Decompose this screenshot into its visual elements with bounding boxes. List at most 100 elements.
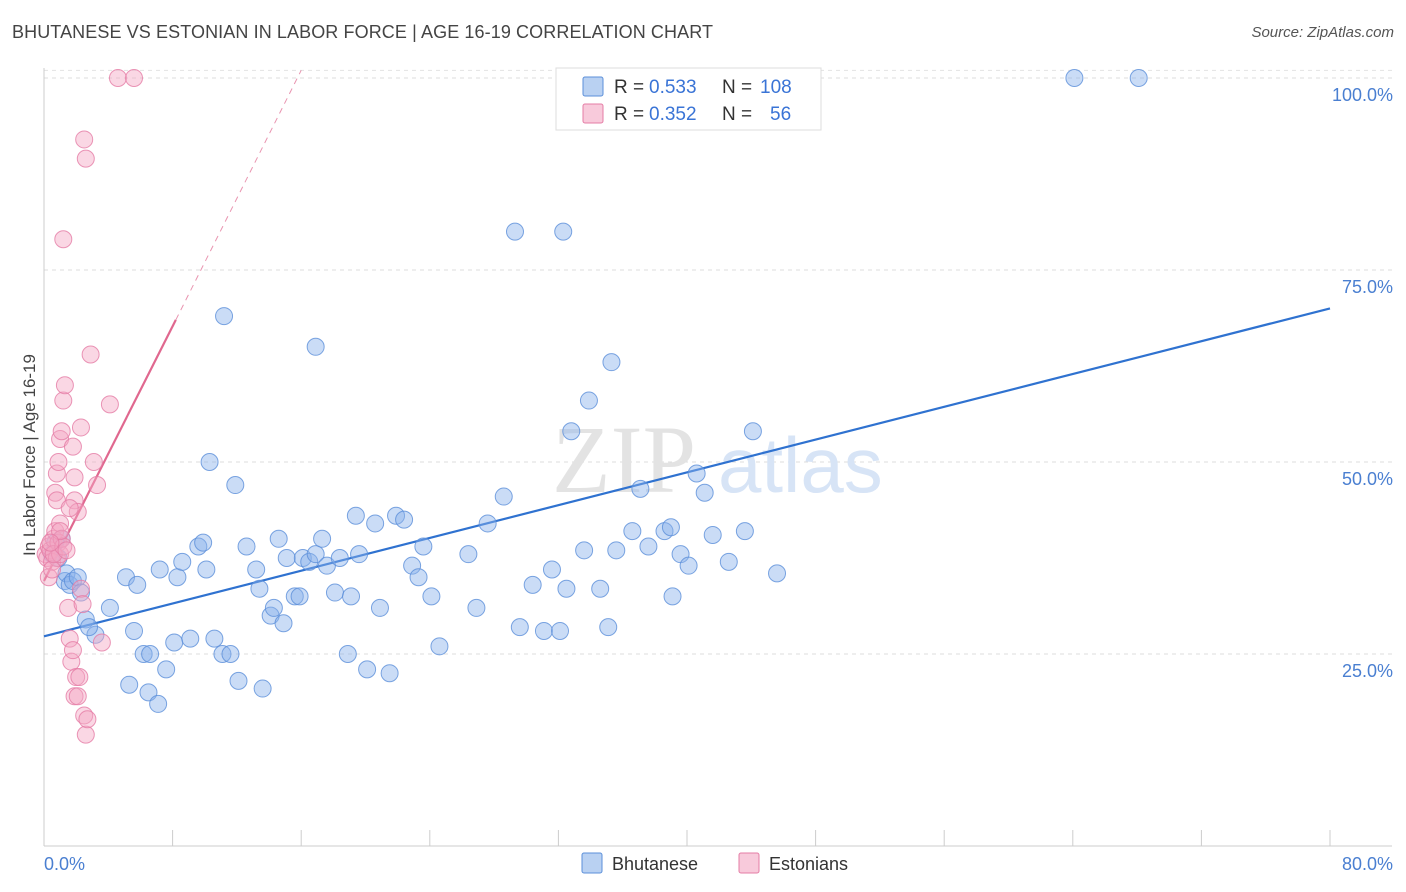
point-estonians-35 — [76, 725, 95, 744]
point-bhutanese-20 — [149, 694, 168, 713]
axes — [43, 68, 1392, 847]
point-estonians-21 — [52, 529, 71, 548]
point-bhutanese-81 — [591, 579, 610, 598]
x-tick-label-min: 0.0% — [44, 854, 85, 874]
point-bhutanese-72 — [478, 514, 497, 533]
point-estonians-27 — [63, 641, 82, 660]
point-bhutanese-91 — [687, 464, 706, 483]
point-estonians-41 — [100, 395, 119, 414]
point-bhutanese-92 — [695, 483, 714, 502]
legend-r-label-1: R = — [614, 104, 644, 125]
point-estonians-43 — [125, 69, 144, 87]
point-bhutanese-18 — [139, 683, 158, 702]
y-tick-label-1: 50.0% — [1342, 469, 1393, 489]
point-bhutanese-82 — [599, 618, 618, 637]
bottom-legend-swatch-estonians — [738, 852, 760, 874]
point-bhutanese-77 — [542, 560, 561, 579]
point-bhutanese-23 — [165, 633, 184, 652]
point-bhutanese-57 — [346, 506, 365, 525]
point-estonians-48 — [63, 437, 82, 456]
point-bhutanese-39 — [250, 579, 269, 598]
data-points — [36, 69, 1148, 744]
x-tick-label-max: 80.0% — [1342, 854, 1393, 874]
point-bhutanese-70 — [459, 545, 478, 564]
y-axis-label: In Labor Force | Age 16-19 — [20, 354, 39, 556]
point-bhutanese-15 — [125, 621, 144, 640]
legend-r-value-0: 0.533 — [649, 77, 697, 98]
point-bhutanese-5 — [57, 564, 76, 583]
point-bhutanese-84 — [623, 522, 642, 541]
point-bhutanese-46 — [285, 587, 304, 606]
point-estonians-14 — [47, 464, 66, 483]
point-bhutanese-104 — [743, 422, 762, 441]
point-bhutanese-74 — [510, 618, 529, 637]
point-bhutanese-76 — [534, 621, 553, 640]
point-estonians-39 — [88, 476, 107, 495]
point-bhutanese-107 — [661, 518, 680, 537]
point-bhutanese-19 — [134, 645, 153, 663]
point-bhutanese-27 — [173, 552, 192, 571]
point-bhutanese-86 — [639, 537, 658, 556]
point-estonians-24 — [59, 598, 78, 617]
point-bhutanese-99 — [505, 222, 524, 241]
point-bhutanese-100 — [554, 222, 573, 241]
point-bhutanese-97 — [215, 307, 234, 326]
tick-labels: 25.0% 50.0% 75.0% 100.0% 0.0% 80.0% — [44, 85, 1393, 874]
point-bhutanese-101 — [562, 422, 581, 441]
point-bhutanese-50 — [306, 545, 325, 564]
watermark: ZIP atlas — [552, 406, 883, 513]
point-estonians-32 — [71, 579, 90, 598]
stats-legend: R = 0.533 N = 108 R = 0.352 N = 56 — [555, 67, 822, 131]
bottom-legend-label-bhutanese: Bhutanese — [612, 854, 698, 874]
point-bhutanese-25 — [168, 568, 187, 587]
point-bhutanese-98 — [306, 337, 325, 356]
point-bhutanese-96 — [768, 564, 787, 583]
point-bhutanese-68 — [422, 587, 441, 606]
point-bhutanese-102 — [579, 391, 598, 410]
point-estonians-18 — [54, 391, 73, 410]
point-bhutanese-69 — [430, 637, 449, 656]
point-bhutanese-79 — [557, 579, 576, 598]
point-bhutanese-62 — [380, 664, 399, 683]
point-bhutanese-95 — [735, 522, 754, 541]
legend-n-label-0: N = — [722, 77, 752, 98]
point-bhutanese-36 — [229, 671, 248, 690]
point-estonians-23 — [57, 541, 76, 560]
legend-r-label-0: R = — [614, 77, 644, 98]
point-estonians-44 — [75, 130, 94, 149]
point-estonians-46 — [54, 230, 73, 249]
point-bhutanese-88 — [663, 587, 682, 606]
point-bhutanese-80 — [575, 541, 594, 560]
point-estonians-13 — [46, 483, 65, 502]
point-estonians-19 — [55, 376, 74, 395]
point-bhutanese-94 — [719, 552, 738, 571]
point-bhutanese-35 — [226, 476, 245, 495]
legend-swatch-bhutanese — [582, 76, 604, 97]
gridlines — [44, 69, 1392, 655]
point-bhutanese-103 — [602, 353, 621, 372]
point-bhutanese-26 — [181, 629, 200, 648]
trend-line-bhutanese — [43, 307, 1331, 638]
point-estonians-33 — [73, 595, 92, 614]
point-bhutanese-73 — [494, 487, 513, 506]
point-bhutanese-11 — [86, 625, 105, 644]
point-estonians-52 — [51, 522, 70, 541]
point-bhutanese-37 — [237, 537, 256, 556]
point-estonians-45 — [76, 149, 95, 168]
point-bhutanese-61 — [370, 598, 389, 617]
point-bhutanese-75 — [523, 575, 542, 594]
point-bhutanese-44 — [274, 614, 293, 633]
point-bhutanese-85 — [631, 479, 650, 498]
point-bhutanese-17 — [128, 575, 147, 594]
point-estonians-15 — [49, 453, 68, 471]
watermark-zip: ZIP — [552, 406, 696, 513]
watermark-atlas: atlas — [718, 421, 883, 509]
point-bhutanese-8 — [68, 568, 87, 587]
point-estonians-11 — [43, 560, 62, 579]
point-estonians-36 — [78, 710, 97, 729]
point-bhutanese-12 — [80, 618, 99, 637]
point-bhutanese-42 — [264, 598, 283, 617]
point-bhutanese-49 — [300, 552, 319, 571]
point-bhutanese-53 — [325, 583, 344, 602]
